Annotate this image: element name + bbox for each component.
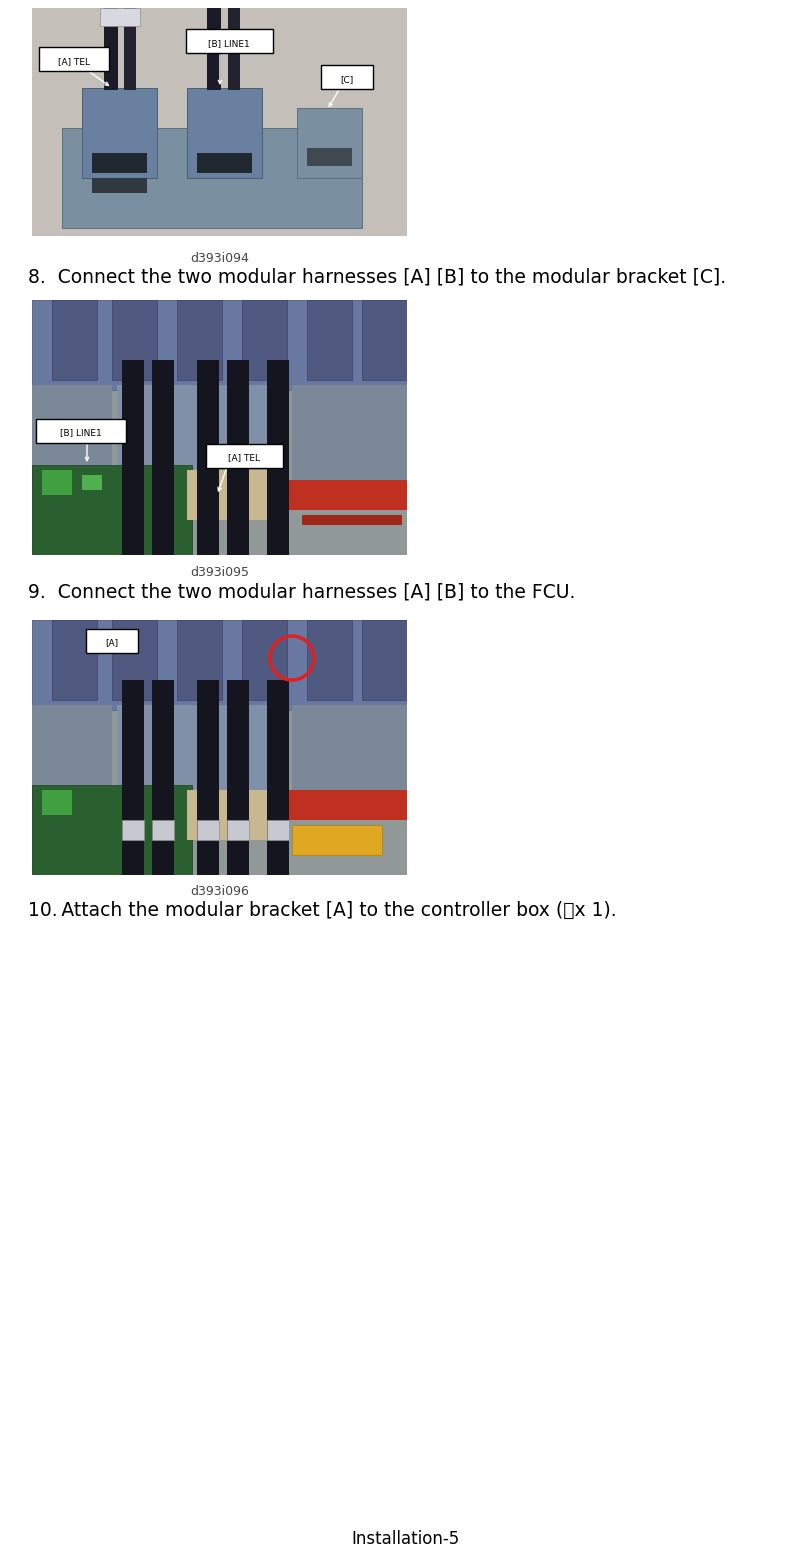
Bar	[177, 620, 221, 699]
Text: [A] TEL: [A] TEL	[228, 454, 260, 462]
FancyBboxPatch shape	[320, 66, 372, 89]
Bar	[302, 515, 401, 524]
Bar	[92, 153, 147, 173]
Text: [A] TEL: [A] TEL	[58, 58, 90, 67]
Bar	[197, 153, 251, 173]
Bar	[42, 790, 72, 815]
Bar	[117, 386, 286, 485]
Bar	[92, 178, 147, 194]
Bar	[82, 87, 157, 178]
FancyBboxPatch shape	[206, 443, 283, 468]
Bar	[292, 706, 406, 805]
Bar	[122, 681, 144, 880]
Text: [B] LINE1: [B] LINE1	[60, 429, 101, 437]
Bar	[32, 386, 112, 485]
Bar	[207, 8, 221, 91]
Bar	[292, 826, 381, 855]
Text: d393i096: d393i096	[190, 885, 249, 898]
FancyBboxPatch shape	[39, 47, 109, 70]
Bar	[100, 8, 139, 27]
Bar	[362, 620, 406, 699]
Bar	[152, 361, 174, 560]
Bar	[227, 361, 249, 560]
Bar	[242, 300, 286, 379]
Bar	[124, 8, 135, 91]
Bar	[32, 620, 406, 710]
Bar	[307, 620, 351, 699]
Bar	[197, 820, 219, 840]
Bar	[122, 361, 144, 560]
Bar	[267, 681, 289, 880]
Bar	[286, 479, 406, 510]
Bar	[112, 300, 157, 379]
FancyBboxPatch shape	[186, 30, 272, 53]
Bar	[307, 148, 351, 165]
FancyBboxPatch shape	[36, 418, 126, 443]
Bar	[227, 820, 249, 840]
Bar	[112, 620, 157, 699]
Bar	[52, 300, 97, 379]
Bar	[187, 470, 286, 520]
Bar	[197, 681, 219, 880]
Bar	[177, 300, 221, 379]
Bar	[292, 386, 406, 485]
Bar	[122, 820, 144, 840]
Bar	[117, 706, 286, 805]
Text: 10. Attach the modular bracket [A] to the controller box (⛔x 1).: 10. Attach the modular bracket [A] to th…	[28, 901, 616, 919]
Bar	[267, 820, 289, 840]
Bar	[104, 8, 118, 91]
Text: [B] LINE1: [B] LINE1	[208, 39, 250, 48]
Bar	[362, 300, 406, 379]
Text: 9.  Connect the two modular harnesses [A] [B] to the FCU.: 9. Connect the two modular harnesses [A]…	[28, 582, 575, 601]
Bar	[286, 790, 406, 820]
Bar	[297, 108, 362, 178]
Bar	[52, 620, 97, 699]
Bar	[307, 300, 351, 379]
Text: [A]: [A]	[105, 638, 118, 648]
Bar	[187, 790, 286, 840]
Bar	[242, 620, 286, 699]
Text: Installation-5: Installation-5	[351, 1530, 460, 1549]
Bar	[32, 706, 112, 805]
Bar	[82, 475, 102, 490]
Text: [C]: [C]	[340, 75, 353, 84]
FancyBboxPatch shape	[86, 629, 138, 652]
Bar	[197, 361, 219, 560]
Bar	[62, 128, 362, 228]
Text: d393i095: d393i095	[190, 567, 249, 579]
Bar	[42, 470, 72, 495]
Text: 8.  Connect the two modular harnesses [A] [B] to the modular bracket [C].: 8. Connect the two modular harnesses [A]…	[28, 267, 725, 286]
Text: d393i094: d393i094	[190, 251, 249, 265]
Bar	[227, 681, 249, 880]
Bar	[32, 465, 191, 556]
Bar	[152, 681, 174, 880]
Bar	[187, 87, 262, 178]
Bar	[228, 8, 240, 91]
Bar	[152, 820, 174, 840]
Bar	[32, 785, 191, 876]
Bar	[32, 300, 406, 390]
Bar	[267, 361, 289, 560]
